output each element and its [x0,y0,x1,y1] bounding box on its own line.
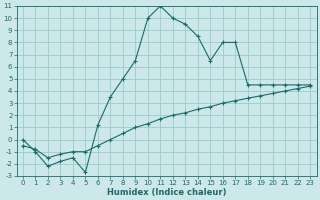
X-axis label: Humidex (Indice chaleur): Humidex (Indice chaleur) [107,188,226,197]
